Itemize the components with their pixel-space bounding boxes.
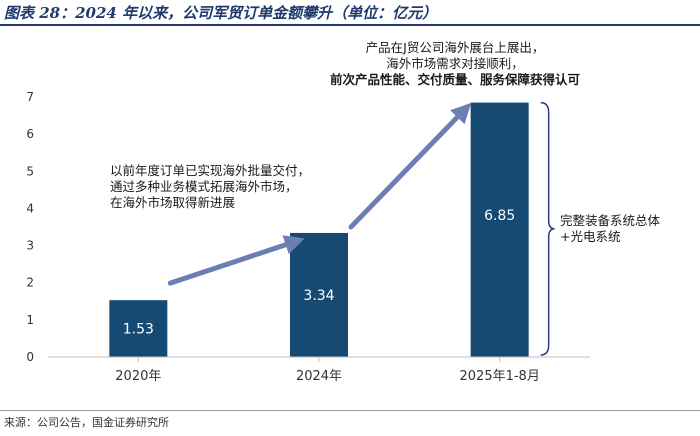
y-tick-label: 3 <box>26 239 34 253</box>
x-category-label: 2024年 <box>296 369 342 384</box>
page-title: 图表 28：2024 年以来，公司军贸订单金额攀升（单位：亿元） <box>4 4 438 22</box>
annotation-line: 产品在J贸公司海外展台上展出， <box>365 40 545 55</box>
annotation-line-emphasis: 前次产品性能、交付质量、服务保障获得认可 <box>330 72 581 87</box>
annotation-line: 海外市场需求对接顺利， <box>386 56 524 71</box>
y-tick-label: 4 <box>26 201 34 215</box>
annotation-exhibition: 产品在J贸公司海外展台上展出， 海外市场需求对接顺利， 前次产品性能、交付质量、… <box>330 40 580 88</box>
scope-bracket <box>540 101 555 356</box>
y-tick-label: 5 <box>26 164 34 178</box>
x-category-label: 2025年1-8月 <box>460 369 540 384</box>
bar-value-label: 3.34 <box>303 288 334 304</box>
bar <box>109 300 168 357</box>
x-category-label: 2020年 <box>115 369 161 384</box>
annotation-line: 以前年度订单已实现海外批量交付， <box>110 163 311 178</box>
annotation-line: 完整装备系统总体 <box>560 213 661 228</box>
y-tick-label: 1 <box>26 313 34 327</box>
title-divider <box>0 24 700 26</box>
source-note: 来源：公司公告，国金证券研究所 <box>4 416 169 429</box>
y-tick-label: 6 <box>26 127 34 141</box>
annotation-line: 在海外市场取得新进展 <box>110 195 236 210</box>
annotation-overseas-progress: 以前年度订单已实现海外批量交付， 通过多种业务模式拓展海外市场， 在海外市场取得… <box>110 163 310 211</box>
bar <box>470 102 529 357</box>
y-tick-label: 7 <box>26 90 34 104</box>
growth-arrow <box>348 102 472 230</box>
annotation-system-scope: 完整装备系统总体 +光电系统 <box>560 213 660 245</box>
y-tick-label: 2 <box>26 276 34 290</box>
source-divider <box>0 410 700 411</box>
bar-value-label: 6.85 <box>484 208 515 224</box>
annotation-line: +光电系统 <box>560 229 621 244</box>
y-tick-label: 0 <box>26 350 34 364</box>
bar-value-label: 1.53 <box>123 322 154 338</box>
annotation-line: 通过多种业务模式拓展海外市场， <box>110 179 298 194</box>
growth-arrow <box>167 235 305 286</box>
